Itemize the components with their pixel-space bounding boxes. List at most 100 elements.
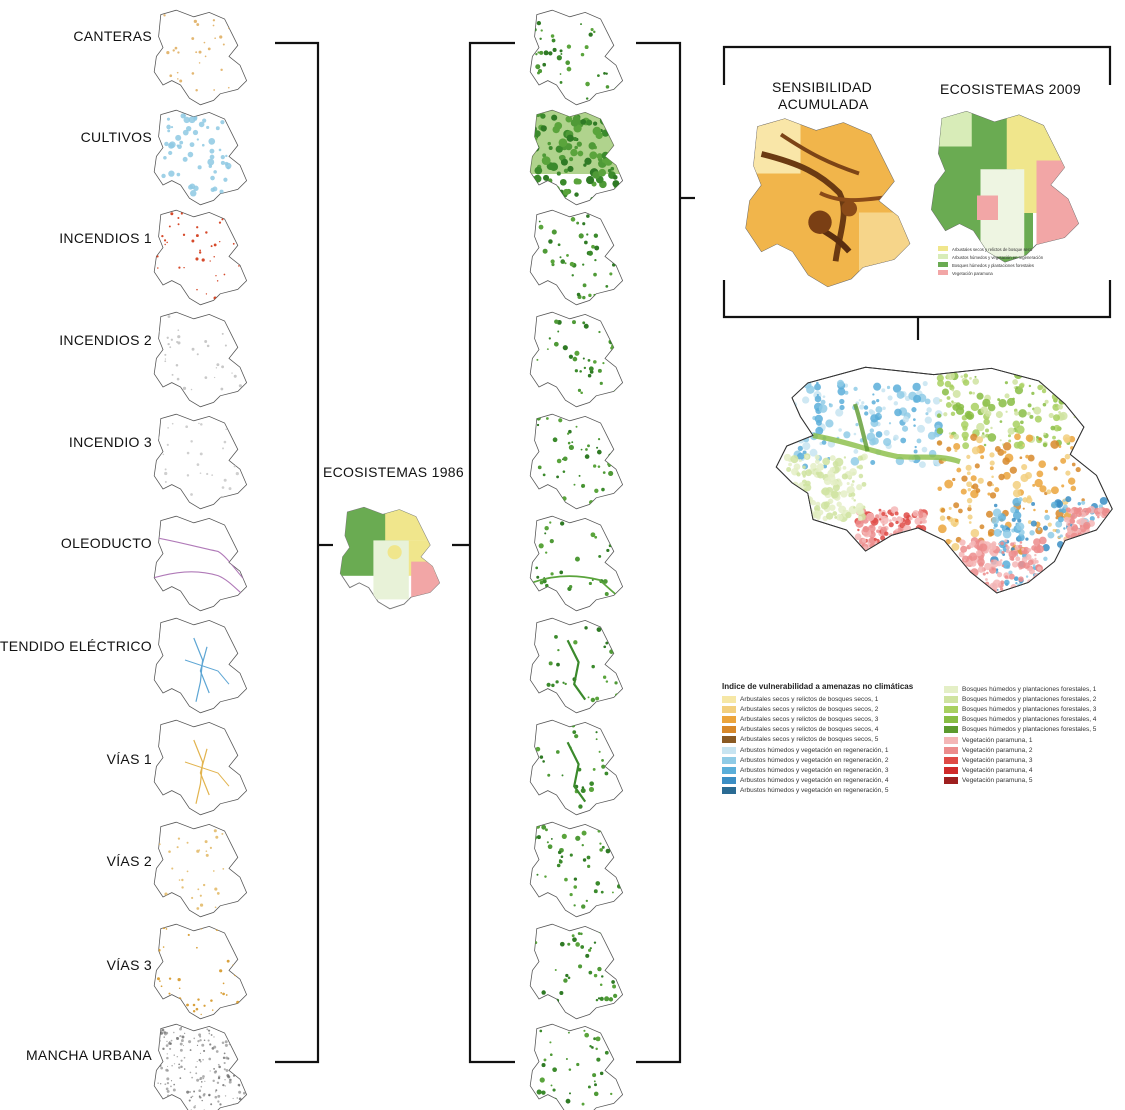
legend-item-right-7: Vegetación paramuna, 2 <box>944 745 1032 755</box>
legend-swatch <box>944 726 958 734</box>
legend-item-left-8: Arbustos húmedos y vegetación en regener… <box>722 765 889 775</box>
threat-layer-label: MANCHA URBANA <box>26 1047 152 1063</box>
sensibilidad-title-1: SENSIBILIDAD <box>772 79 872 95</box>
threat-layer-map <box>153 311 248 408</box>
legend-swatch <box>944 716 958 724</box>
legend-label: Arbustales secos y relictos de bosques s… <box>740 705 879 713</box>
threat-layer-label: INCENDIO 3 <box>69 434 152 450</box>
legend-item-right-3: Bosques húmedos y plantaciones forestale… <box>944 704 1096 714</box>
legend-item-right-5: Bosques húmedos y plantaciones forestale… <box>944 725 1096 735</box>
center-left-bracket <box>468 41 515 1064</box>
legend-item-right-6: Vegetación paramuna, 1 <box>944 735 1032 745</box>
vulnerability-map-1 <box>529 9 624 106</box>
legend-item-right-10: Vegetación paramuna, 5 <box>944 776 1032 786</box>
legend-label: Vegetación paramuna, 5 <box>962 777 1033 785</box>
threat-layer-2: CULTIVOS <box>81 109 248 206</box>
left-bracket <box>275 41 320 1064</box>
legend-label: Bosques húmedos y plantaciones forestale… <box>962 705 1097 713</box>
legend-item-right-1: Bosques húmedos y plantaciones forestale… <box>944 684 1096 694</box>
sensibilidad-title-2: ACUMULADA <box>778 96 869 112</box>
legend-swatch <box>944 705 958 713</box>
top-box-bracket-bottom <box>722 280 1112 319</box>
threat-layer-4: INCENDIOS 2 <box>59 311 248 408</box>
ecosistemas-2009-legend: Arbustales secos y relictos de bosque se… <box>938 246 1044 276</box>
vulnerability-map-7 <box>529 617 624 714</box>
threat-layer-column: CANTERAS CULTIVOS INCENDIOS 1 INCENDIOS 2 IN… <box>0 9 248 1110</box>
top-box-bracket-top <box>722 45 1112 85</box>
legend-swatch <box>722 787 736 795</box>
legend-swatch <box>722 736 736 744</box>
threat-layer-9: VÍAS 2 <box>107 821 248 918</box>
threat-layer-map <box>153 923 248 1020</box>
legend-swatch <box>722 715 736 723</box>
vulnerability-layer-column <box>529 9 624 1110</box>
threat-layer-label: CANTERAS <box>73 28 152 44</box>
eco2009-legend-swatch <box>938 270 948 275</box>
legend-label: Arbustos húmedos y vegetación en regener… <box>740 746 889 754</box>
legend-label: Arbustos húmedos y vegetación en regener… <box>740 787 889 795</box>
legend-swatch <box>722 746 736 754</box>
vulnerability-map-3 <box>529 209 624 306</box>
threat-layer-6: OLEODUCTO <box>61 515 248 612</box>
legend-label: Arbustales secos y relictos de bosques s… <box>740 726 879 734</box>
legend-swatch <box>722 726 736 734</box>
legend-label: Bosques húmedos y plantaciones forestale… <box>962 685 1097 693</box>
legend-item-right-9: Vegetación paramuna, 4 <box>944 766 1032 776</box>
ecosistemas-1986-map <box>339 506 441 610</box>
ecosistemas-2009-map <box>930 110 1080 263</box>
legend-label: Vegetación paramuna, 2 <box>962 746 1033 754</box>
threat-layer-map <box>153 413 248 510</box>
legend-title: Indice de vulnerabilidad a amenazas no c… <box>722 682 914 691</box>
legend-item-left-5: Arbustales secos y relictos de bosques s… <box>722 735 878 745</box>
eco2009-legend-swatch <box>938 254 948 259</box>
threat-layer-label: OLEODUCTO <box>61 535 152 551</box>
threat-layer-11: MANCHA URBANA <box>26 1023 248 1110</box>
legend-swatch <box>944 756 958 764</box>
legend-item-right-2: Bosques húmedos y plantaciones forestale… <box>944 694 1096 704</box>
vulnerability-map-2 <box>529 109 624 206</box>
legend-label: Bosques húmedos y plantaciones forestale… <box>962 716 1097 724</box>
eco2009-legend-label: Arbustos húmedos y vegetación en regener… <box>952 255 1044 260</box>
legend-swatch <box>722 695 736 703</box>
legend-label: Vegetación paramuna, 4 <box>962 767 1033 775</box>
legend-swatch <box>722 705 736 713</box>
legend-swatch <box>722 766 736 774</box>
threat-layer-label: VÍAS 3 <box>107 957 152 973</box>
bracket-connectors <box>275 41 1112 1064</box>
vulnerability-map-5 <box>529 413 624 510</box>
legend-label: Arbustales secos y relictos de bosques s… <box>740 695 879 703</box>
legend-swatch <box>944 695 958 703</box>
threat-layer-1: CANTERAS <box>73 9 248 106</box>
threat-layer-label: VÍAS 2 <box>107 853 152 869</box>
legend-label: Arbustos húmedos y vegetación en regener… <box>740 756 889 764</box>
legend-swatch <box>722 777 736 785</box>
eco2009-legend-label: Vegetación paramuna <box>952 271 993 276</box>
threat-layer-10: VÍAS 3 <box>107 923 248 1020</box>
threat-layer-map <box>153 209 248 306</box>
threat-layer-label: INCENDIOS 2 <box>59 332 152 348</box>
legend-item-right-8: Vegetación paramuna, 3 <box>944 755 1032 765</box>
eco2009-legend-swatch <box>938 262 948 267</box>
legend-item-left-9: Arbustos húmedos y vegetación en regener… <box>722 776 889 786</box>
legend-label: Arbustales secos y relictos de bosques s… <box>740 736 879 744</box>
threat-layer-label: CULTIVOS <box>81 129 152 145</box>
legend-label: Vegetación paramuna, 3 <box>962 756 1033 764</box>
legend-item-left-10: Arbustos húmedos y vegetación en regener… <box>722 786 889 796</box>
threat-layer-map <box>153 109 248 206</box>
legend-item-left-6: Arbustos húmedos y vegetación en regener… <box>722 745 889 755</box>
legend-label: Arbustos húmedos y vegetación en regener… <box>740 777 889 785</box>
threat-layer-3: INCENDIOS 1 <box>59 209 248 306</box>
legend-swatch <box>944 767 958 775</box>
threat-layer-map <box>153 821 248 918</box>
threat-layer-map <box>153 719 248 816</box>
threat-layer-label: TENDIDO ELÉCTRICO <box>0 638 152 654</box>
threat-layer-label: VÍAS 1 <box>107 751 152 767</box>
threat-layer-7: TENDIDO ELÉCTRICO <box>0 617 248 714</box>
vulnerability-map-8 <box>529 719 624 816</box>
legend-label: Vegetación paramuna, 1 <box>962 736 1033 744</box>
eco2009-legend-label: Bosques húmedos y plantaciones forestale… <box>952 263 1034 268</box>
legend-label: Arbustos húmedos y vegetación en regener… <box>740 766 889 774</box>
vulnerability-map-9 <box>529 821 624 918</box>
vulnerability-map-10 <box>529 923 624 1020</box>
